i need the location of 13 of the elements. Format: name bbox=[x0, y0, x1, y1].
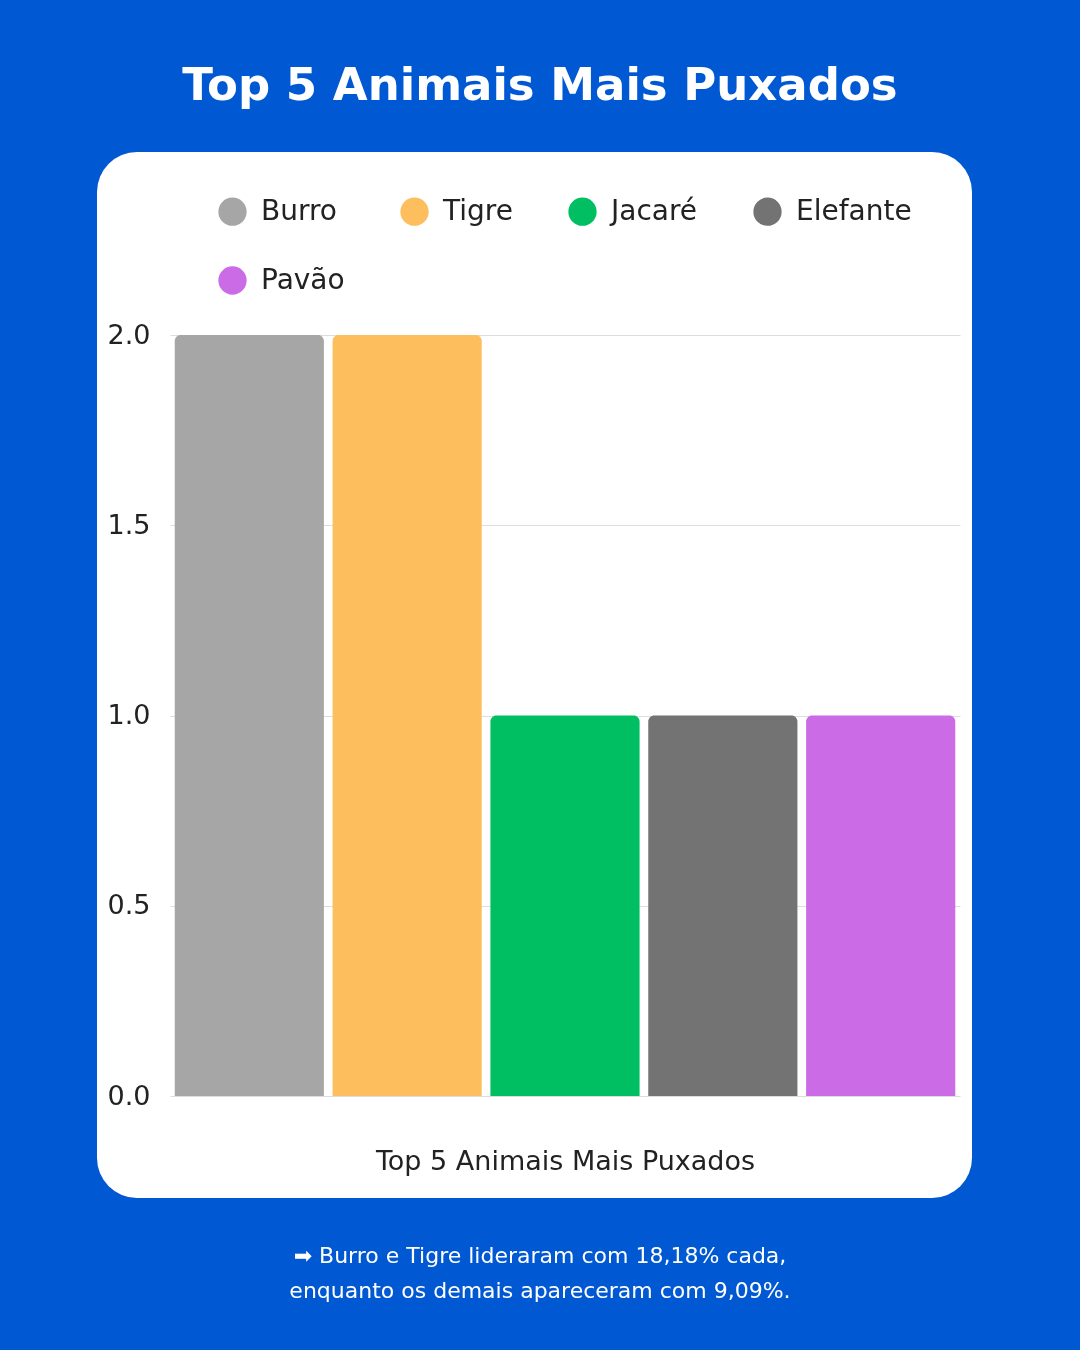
y-tick-label: 0.5 bbox=[107, 889, 151, 921]
y-tick-label: 0.0 bbox=[107, 1079, 151, 1111]
y-tick-label: 1.5 bbox=[107, 508, 151, 540]
legend-label: Tigre bbox=[442, 193, 513, 227]
legend-label: Elefante bbox=[796, 193, 912, 227]
y-tick-label: 1.0 bbox=[107, 699, 151, 730]
y-tick-label: 2.0 bbox=[107, 318, 151, 350]
legend-label: Jacaré bbox=[609, 193, 698, 227]
x-axis-title: Top 5 Animais Mais Puxados bbox=[374, 1144, 756, 1176]
text: ➡ Burro e Tigre lideraram com 18,18% cada, enquanto os demais apareceram com 9,09%. bbox=[288, 1242, 792, 1305]
chart-title: Top 5 Animais Mais Puxados bbox=[181, 58, 899, 111]
legend-label: Pavão bbox=[261, 262, 345, 296]
legend-label: Burro bbox=[261, 193, 338, 227]
